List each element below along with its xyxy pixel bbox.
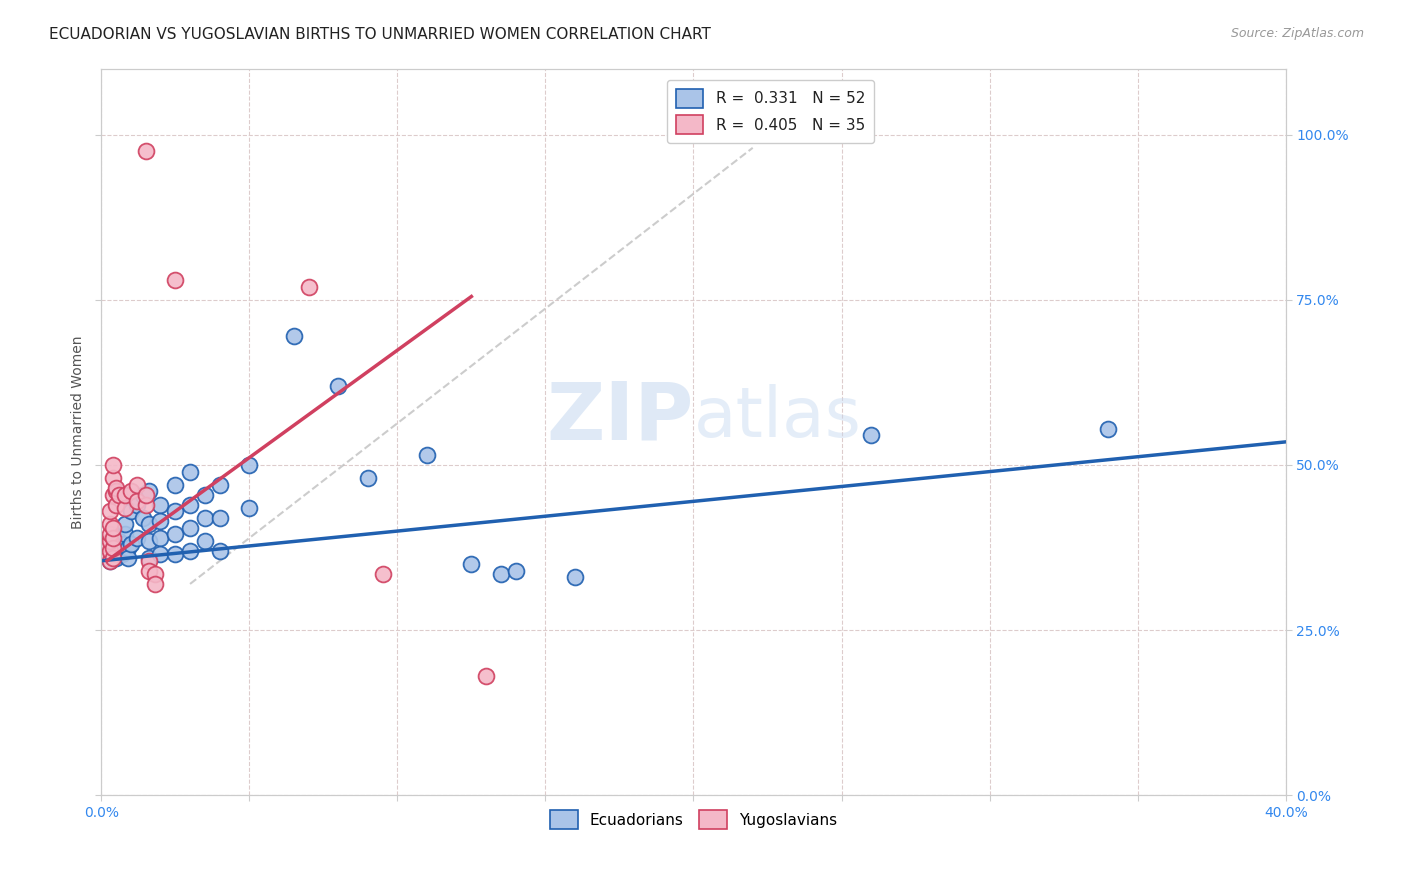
Point bbox=[111, 537, 134, 551]
Point bbox=[143, 577, 166, 591]
Point bbox=[117, 550, 139, 565]
Legend: Ecuadorians, Yugoslavians: Ecuadorians, Yugoslavians bbox=[544, 805, 844, 835]
Point bbox=[475, 669, 498, 683]
Point bbox=[101, 488, 124, 502]
Point bbox=[138, 533, 160, 548]
Point bbox=[460, 557, 482, 571]
Point bbox=[114, 517, 136, 532]
Point bbox=[138, 564, 160, 578]
Point bbox=[117, 541, 139, 555]
Point bbox=[371, 567, 394, 582]
Point bbox=[165, 273, 187, 287]
Y-axis label: Births to Unmarried Women: Births to Unmarried Women bbox=[72, 335, 86, 529]
Text: Source: ZipAtlas.com: Source: ZipAtlas.com bbox=[1230, 27, 1364, 40]
Text: ZIP: ZIP bbox=[547, 378, 693, 457]
Point bbox=[208, 511, 231, 525]
Point bbox=[135, 488, 157, 502]
Point bbox=[101, 531, 124, 545]
Point bbox=[108, 488, 131, 502]
Text: ECUADORIAN VS YUGOSLAVIAN BIRTHS TO UNMARRIED WOMEN CORRELATION CHART: ECUADORIAN VS YUGOSLAVIAN BIRTHS TO UNMA… bbox=[49, 27, 711, 42]
Point bbox=[165, 527, 187, 541]
Point bbox=[125, 494, 148, 508]
Point bbox=[564, 570, 586, 584]
Point bbox=[98, 504, 121, 518]
Point bbox=[208, 544, 231, 558]
Point bbox=[125, 531, 148, 545]
Point bbox=[138, 484, 160, 499]
Point bbox=[194, 511, 217, 525]
Point bbox=[101, 458, 124, 472]
Point bbox=[860, 428, 883, 442]
Point bbox=[114, 527, 136, 541]
Point bbox=[179, 498, 201, 512]
Point bbox=[238, 458, 260, 472]
Point bbox=[149, 498, 172, 512]
Point bbox=[208, 478, 231, 492]
Point bbox=[101, 521, 124, 535]
Point bbox=[149, 547, 172, 561]
Point bbox=[98, 527, 121, 541]
Point bbox=[120, 504, 142, 518]
Point bbox=[105, 550, 128, 565]
Point bbox=[149, 514, 172, 528]
Point bbox=[138, 550, 160, 565]
Point bbox=[143, 567, 166, 582]
Point bbox=[135, 498, 157, 512]
Point bbox=[416, 448, 439, 462]
Point bbox=[125, 478, 148, 492]
Point bbox=[111, 547, 134, 561]
Point bbox=[105, 541, 128, 555]
Point bbox=[138, 517, 160, 532]
Point bbox=[98, 517, 121, 532]
Point bbox=[1097, 422, 1119, 436]
Point bbox=[98, 544, 121, 558]
Point bbox=[283, 329, 305, 343]
Point bbox=[98, 533, 121, 548]
Point bbox=[114, 500, 136, 515]
Point bbox=[326, 378, 349, 392]
Point bbox=[125, 498, 148, 512]
Point bbox=[105, 481, 128, 495]
Point bbox=[105, 484, 128, 499]
Point bbox=[179, 465, 201, 479]
Point bbox=[165, 478, 187, 492]
Point bbox=[105, 498, 128, 512]
Point bbox=[101, 550, 124, 565]
Point bbox=[114, 488, 136, 502]
Point bbox=[135, 144, 157, 158]
Point bbox=[149, 531, 172, 545]
Point bbox=[98, 554, 121, 568]
Point bbox=[238, 500, 260, 515]
Point bbox=[179, 544, 201, 558]
Point bbox=[357, 471, 380, 485]
Point bbox=[131, 511, 153, 525]
Point bbox=[101, 544, 124, 558]
Point bbox=[165, 504, 187, 518]
Point bbox=[489, 567, 512, 582]
Point bbox=[505, 564, 527, 578]
Point bbox=[138, 554, 160, 568]
Point bbox=[101, 541, 124, 555]
Point bbox=[194, 488, 217, 502]
Point bbox=[120, 484, 142, 499]
Point bbox=[96, 537, 118, 551]
Point bbox=[108, 533, 131, 548]
Point bbox=[120, 537, 142, 551]
Point bbox=[131, 488, 153, 502]
Point bbox=[101, 471, 124, 485]
Point bbox=[96, 547, 118, 561]
Point bbox=[179, 521, 201, 535]
Point bbox=[297, 279, 319, 293]
Point bbox=[101, 537, 124, 551]
Point bbox=[98, 554, 121, 568]
Point bbox=[194, 533, 217, 548]
Point bbox=[165, 547, 187, 561]
Text: atlas: atlas bbox=[693, 384, 862, 451]
